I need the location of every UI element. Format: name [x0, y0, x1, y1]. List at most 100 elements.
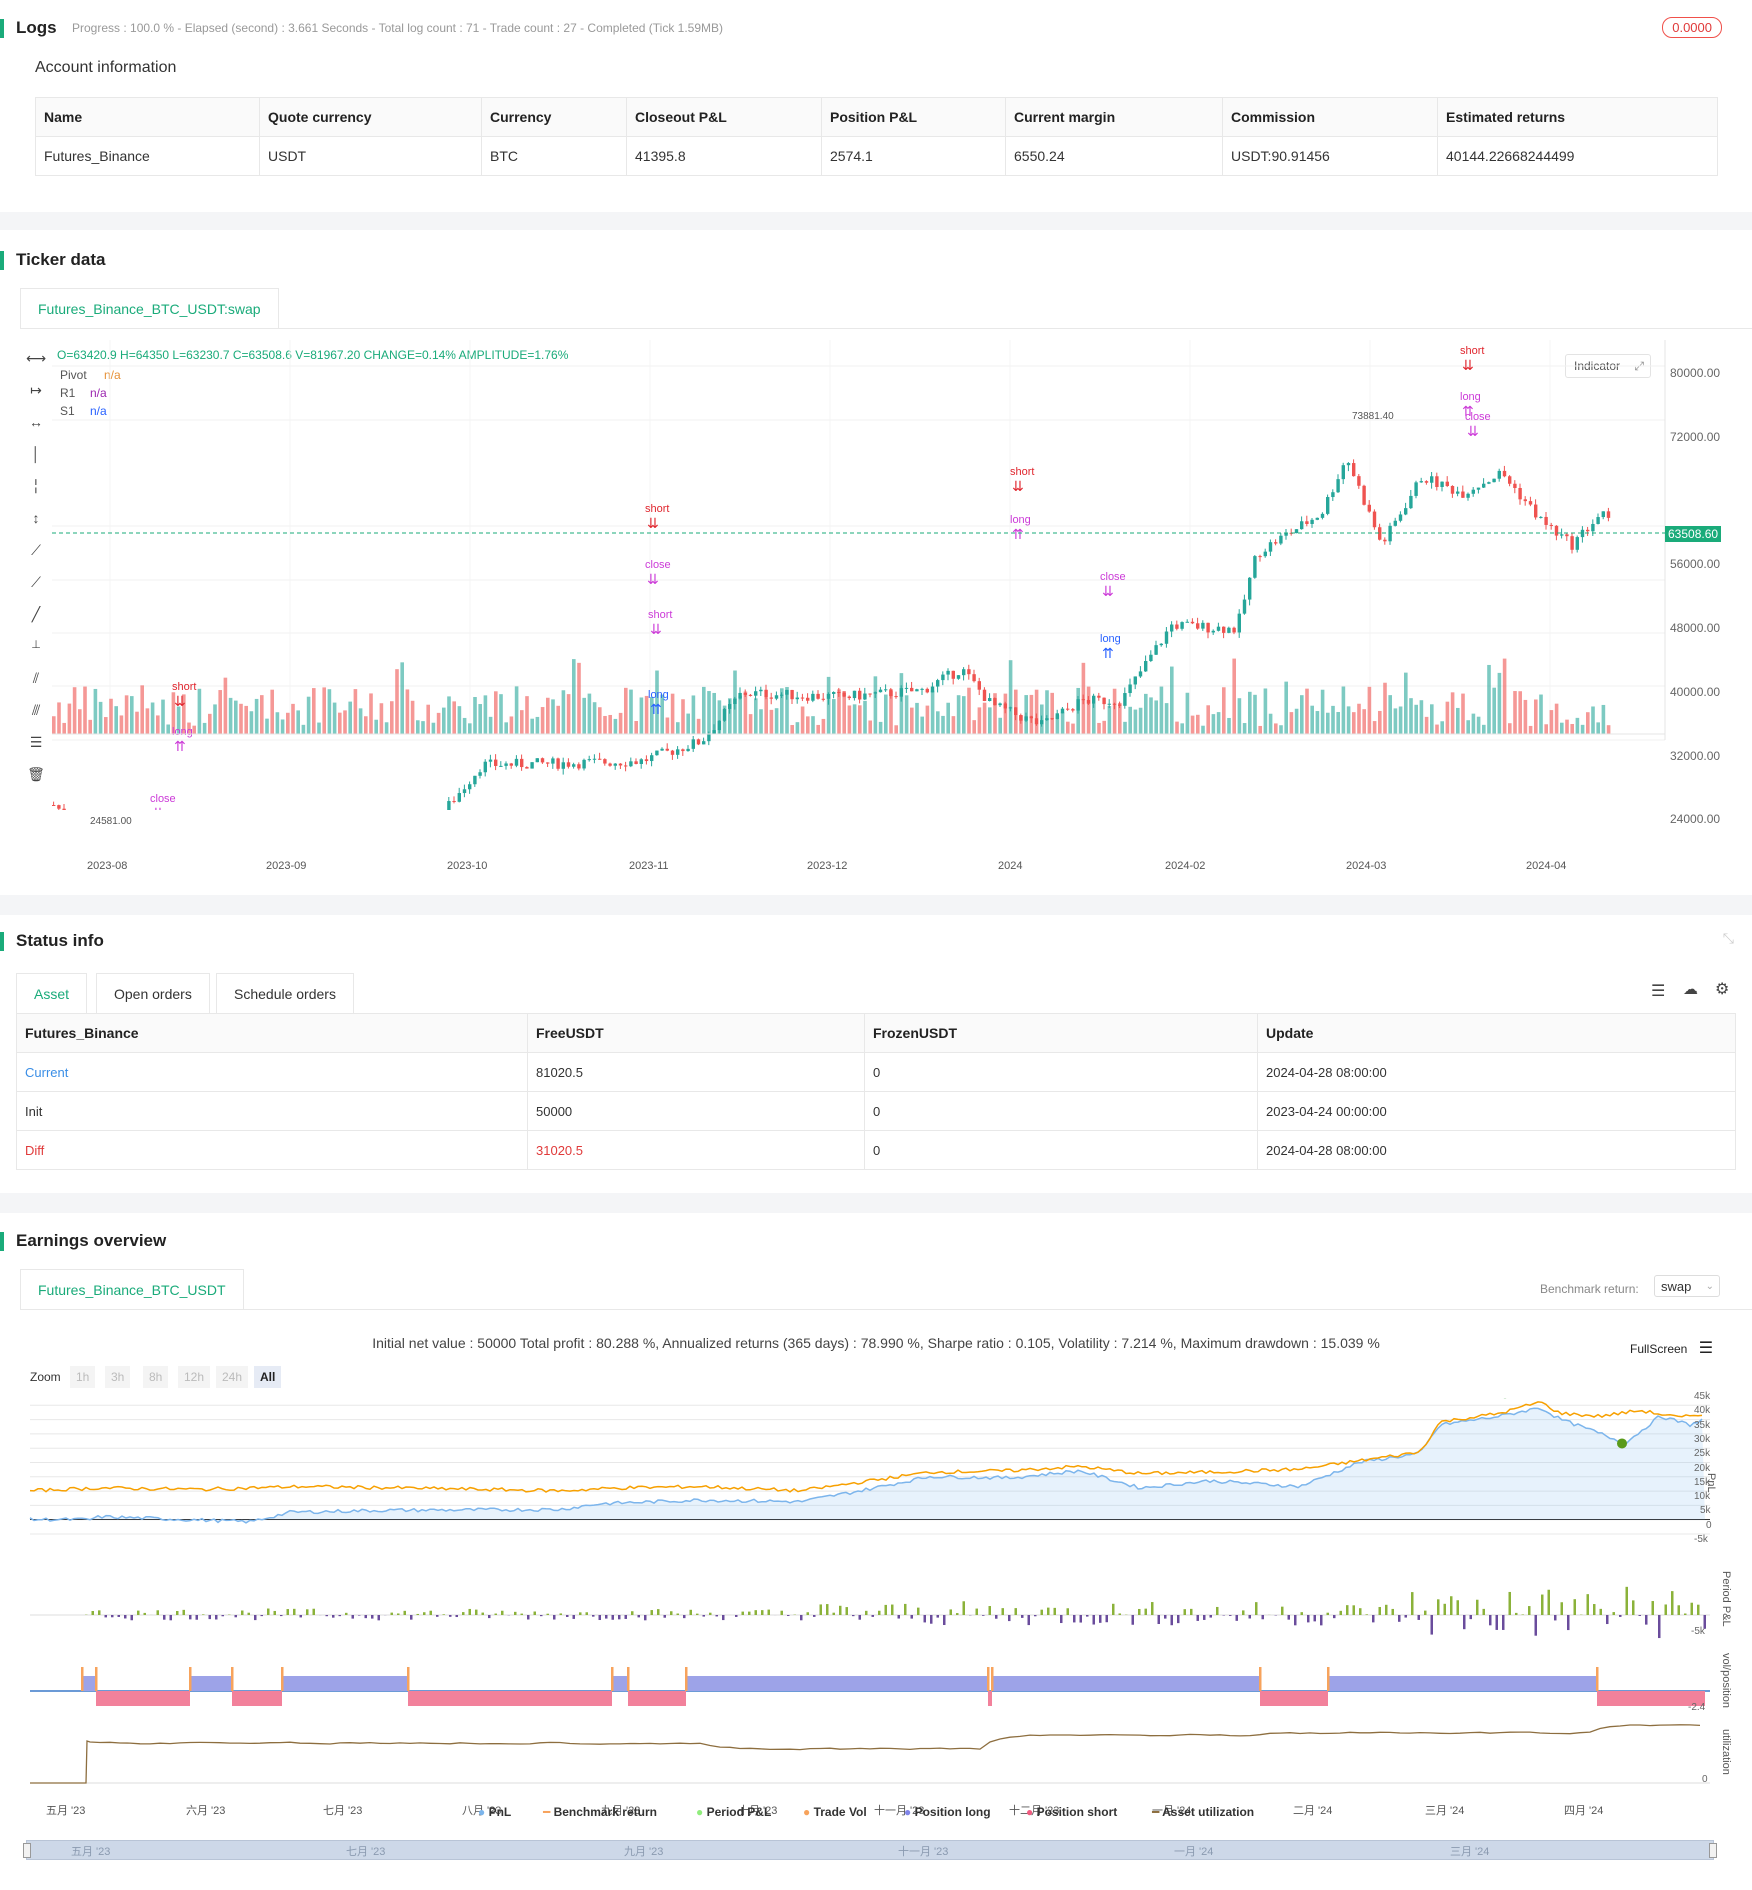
candlestick-chart[interactable]: short⇊long⇈close⇊short⇊close⇊short⇊long⇈… — [0, 340, 1752, 810]
volume-bar — [1268, 713, 1273, 734]
trash-icon[interactable]: 🗑 — [27, 766, 45, 782]
navigator-handle-left[interactable] — [23, 1843, 31, 1858]
tab-schedule-orders[interactable]: Schedule orders — [216, 973, 354, 1014]
zoom-8h[interactable]: 8h — [143, 1366, 169, 1388]
zoom-3h[interactable]: 3h — [105, 1366, 131, 1388]
earnings-chart[interactable] — [0, 1398, 1752, 1798]
volume-bar — [800, 706, 805, 734]
candle — [1591, 523, 1595, 532]
benchmark-line — [29, 1401, 1703, 1493]
volume-bar — [951, 716, 956, 734]
volume-bar — [1570, 723, 1574, 734]
candle — [1430, 476, 1434, 483]
cloud-download-icon[interactable]: ☁ — [1683, 981, 1698, 998]
volume-bar — [525, 696, 529, 734]
tab-earnings-symbol[interactable]: Futures_Binance_BTC_USDT — [20, 1269, 244, 1310]
period-bar — [111, 1615, 114, 1618]
indicator-pivot: Pivot n/a — [60, 368, 121, 382]
legend-pnl[interactable]: ● PnL — [478, 1805, 512, 1819]
zoom-1h[interactable]: 1h — [70, 1366, 96, 1388]
extended-line-icon[interactable]: ↔ — [29, 414, 43, 430]
row-name[interactable]: Current — [16, 1052, 528, 1092]
zoom-12h[interactable]: 12h — [178, 1366, 211, 1388]
legend-asset-utilization[interactable]: ━ Asset utilization — [1152, 1805, 1255, 1819]
period-bar — [982, 1615, 985, 1616]
legend-trade-vol[interactable]: ● Trade Vol — [803, 1805, 867, 1819]
vertical-line-icon[interactable]: │ — [31, 446, 41, 462]
volume-bar — [244, 705, 248, 734]
horizontal-line-icon[interactable]: ⟷ — [26, 350, 47, 366]
candle — [1305, 521, 1309, 524]
navigator-handle-right[interactable] — [1709, 1843, 1717, 1858]
fib-retracement-icon[interactable]: ☰ — [29, 734, 43, 750]
candle — [1185, 621, 1189, 623]
legend-benchmark[interactable]: ━ Benchmark return — [543, 1805, 657, 1819]
volume-bar — [312, 688, 316, 734]
high-label: 73881.40 — [1352, 411, 1394, 422]
parallel-channel-icon[interactable]: ⫽ — [32, 670, 40, 686]
volume-bar — [239, 703, 243, 734]
period-bar — [1027, 1615, 1030, 1626]
tab-asset[interactable]: Asset — [16, 973, 88, 1014]
fullscreen-button[interactable]: FullScreen ☰ — [1630, 1340, 1714, 1357]
volume-bar — [878, 721, 883, 734]
pnl-y-tick: 0 — [1706, 1519, 1712, 1531]
volume-bar — [1123, 721, 1127, 734]
candle — [525, 767, 529, 769]
segment-icon[interactable]: ╱ — [31, 606, 41, 622]
period-bar — [254, 1615, 257, 1621]
candle — [577, 764, 581, 769]
volume-bar — [270, 689, 274, 734]
ray-icon[interactable]: ⟋ — [31, 574, 41, 590]
candle — [1482, 483, 1486, 488]
tab-open-orders[interactable]: Open orders — [96, 973, 210, 1014]
period-bar — [1645, 1615, 1648, 1625]
navigator[interactable]: 五月 '23 七月 '23 九月 '23 十一月 '23 一月 '24 三月 '… — [23, 1840, 1717, 1860]
account-header: Quote currency — [259, 97, 482, 137]
collapse-icon[interactable]: ⤡ — [1722, 930, 1734, 946]
period-bar — [709, 1612, 712, 1615]
candle — [650, 755, 654, 762]
settings-icon[interactable]: ⚙ — [1715, 981, 1730, 998]
candle — [1513, 483, 1517, 488]
benchmark-select[interactable]: swap ⌄ — [1654, 1275, 1720, 1297]
legend-position-long[interactable]: ● Position long — [904, 1805, 991, 1819]
trend-line-icon[interactable]: ⟋ — [31, 542, 41, 558]
volume-bar — [530, 718, 534, 734]
candle — [1450, 485, 1455, 494]
menu-icon[interactable]: ☰ — [1698, 1340, 1714, 1357]
trade-signal-arrow: ⇈ — [1462, 404, 1474, 420]
list-icon[interactable]: ☰ — [1651, 983, 1666, 1000]
volume-bar — [1180, 723, 1184, 734]
candle — [707, 733, 711, 742]
candle — [509, 763, 513, 766]
candle — [852, 690, 857, 699]
volume-bar — [1029, 694, 1034, 734]
fib-channel-icon[interactable]: ⫻ — [31, 702, 41, 718]
volume-bar — [977, 707, 982, 734]
volume-bar — [717, 700, 722, 734]
legend-position-short[interactable]: ● Position short — [1026, 1805, 1118, 1819]
volume-bar — [535, 716, 540, 734]
period-bar — [735, 1615, 738, 1617]
navigator-month: 五月 '23 — [71, 1846, 111, 1858]
trade-signal-label: close — [150, 793, 176, 805]
zoom-all[interactable]: All — [254, 1366, 282, 1388]
volume-bar — [1518, 691, 1522, 734]
period-bar — [637, 1615, 640, 1618]
period-bar — [1612, 1612, 1615, 1615]
zoom-24h[interactable]: 24h — [216, 1366, 249, 1388]
candle — [520, 758, 524, 768]
candle — [1336, 479, 1340, 493]
vertical-segment-icon[interactable]: ╎ — [31, 478, 41, 494]
period-bar — [124, 1615, 127, 1619]
volume-bar — [1284, 681, 1288, 734]
price-label-icon[interactable]: ⊥ — [31, 639, 41, 651]
vertical-arrow-icon[interactable]: ↕ — [32, 510, 40, 526]
period-bar — [475, 1609, 478, 1615]
horizontal-ray-icon[interactable]: ↦ — [30, 382, 42, 398]
legend-period-pnl[interactable]: ● Period P&L — [696, 1805, 772, 1819]
tab-ticker-symbol[interactable]: Futures_Binance_BTC_USDT:swap — [20, 288, 279, 329]
volume-bar — [145, 708, 150, 734]
asset-header: Update — [1257, 1013, 1736, 1053]
